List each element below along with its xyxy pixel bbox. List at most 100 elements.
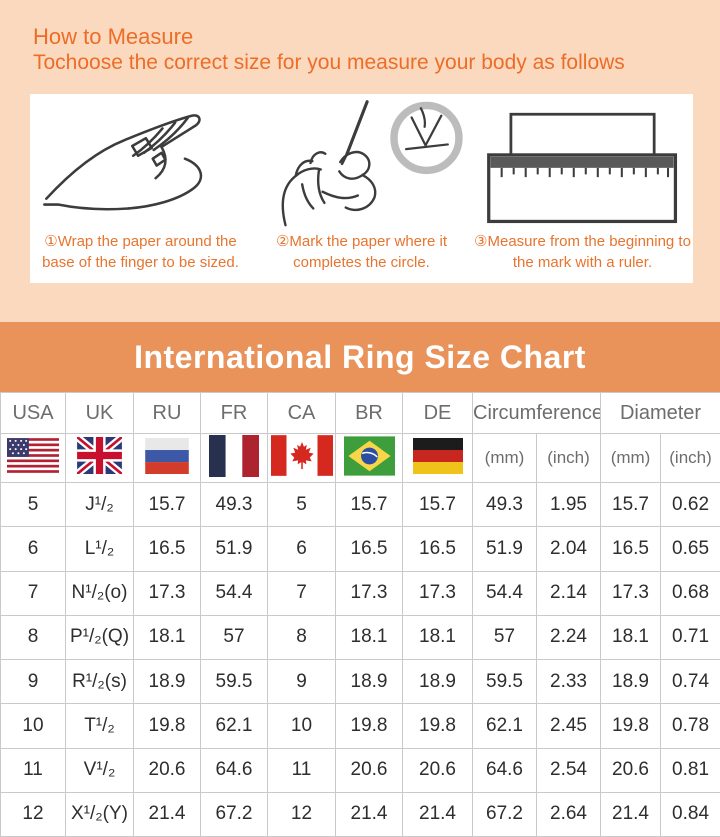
column-header-br: BR [335,392,403,434]
table-cell: 0.65 [660,526,720,572]
table-cell: 12 [267,791,336,837]
table-row: 7 N¹/₂(o) 17.3 54.4 7 17.3 17.3 54.4 2.14 17.3 0.6… [0,570,720,616]
table-row: 10 T¹/₂ 19.8 62.1 10 19.8 19.8 62.1 2.45 19.8 0.78 [0,703,720,749]
column-header-ca: CA [267,392,336,434]
table-cell: 16.5 [402,526,473,572]
table-cell: 49.3 [472,481,537,528]
step-caption: ③Measure from the beginning to the mark … [474,231,691,273]
step-caption-line2: base of the finger to be sized. [42,254,239,271]
table-cell: 0.62 [660,481,720,528]
table-cell: 54.4 [472,570,537,616]
table-cell: 10 [267,703,336,749]
subheader-circumference-inch: (inch) [535,433,602,483]
table-cell: 64.6 [472,747,537,793]
table-cell: 11 [0,747,66,793]
step-mark-paper: ②Mark the paper where it completes the c… [251,94,472,283]
table-cell: 10 [0,703,66,749]
table-cell: 7 [0,570,66,616]
table-cell: 17.3 [402,570,473,616]
chart-banner: International Ring Size Chart [0,322,720,392]
table-cell: 18.9 [600,658,662,705]
table-cell: 6 [267,526,336,572]
section-title: How to Measure [33,24,194,49]
step-caption-line1: ③Measure from the beginning to [474,233,691,250]
table-cell: 18.1 [133,614,201,661]
flag-usa-icon [7,438,59,473]
table-cell: 16.5 [335,526,403,572]
table-cell: 17.3 [600,570,662,616]
table-row: 11 V¹/₂ 20.6 64.6 11 20.6 20.6 64.6 2.54 20.6 0.81 [0,747,720,793]
table-cell: 6 [0,526,66,572]
table-cell: 20.6 [133,747,201,793]
table-cell: 19.8 [133,703,201,749]
table-cell: 62.1 [200,703,268,749]
table-cell: 54.4 [200,570,268,616]
table-cell: 59.5 [200,658,268,705]
table-cell: 5 [0,481,66,528]
table-cell: 19.8 [600,703,662,749]
table-cell: 51.9 [200,526,268,572]
table-cell: 2.64 [535,791,602,837]
column-header-uk: UK [65,392,134,434]
table-cell: 64.6 [200,747,268,793]
table-cell: 18.1 [402,614,473,661]
table-cell: 20.6 [335,747,403,793]
table-cell: L¹/₂ [65,526,134,572]
table-cell: 0.81 [660,747,720,793]
subheader-diameter-mm: (mm) [600,433,662,483]
table-cell: 2.04 [535,526,602,572]
table-cell: 8 [0,614,66,661]
table-cell: 16.5 [133,526,201,572]
table-cell: 17.3 [133,570,201,616]
step-caption-line1: ②Mark the paper where it [275,233,448,250]
table-row: 5 J¹/₂ 15.7 49.3 5 15.7 15.7 49.3 1.95 15.7 0.62 [0,481,720,528]
step-caption: ①Wrap the paper around the base of the f… [42,231,239,273]
ruler-illustration [481,99,685,227]
table-cell: 2.24 [535,614,602,661]
column-header-fr: FR [200,392,268,434]
table-cell: 12 [0,791,66,837]
table-cell: 51.9 [472,526,537,572]
table-cell: 16.5 [600,526,662,572]
table-cell: 49.3 [200,481,268,528]
table-row: 9 R¹/₂(s) 18.9 59.5 9 18.9 18.9 59.5 2.33 18.9 0.7… [0,658,720,705]
table-flag-row: (mm) (inch) (mm) (inch) [0,433,720,483]
table-row: 12 X¹/₂(Y) 21.4 67.2 12 21.4 21.4 67.2 2.64 21.4 0… [0,791,720,837]
table-cell: 21.4 [600,791,662,837]
table-cell: 0.74 [660,658,720,705]
table-cell: 19.8 [402,703,473,749]
table-cell: 15.7 [402,481,473,528]
table-header-row: USA UK RU FR CA BR DE Circumference Diam… [0,392,720,434]
table-cell: 15.7 [133,481,201,528]
table-cell: 2.54 [535,747,602,793]
table-cell: V¹/₂ [65,747,134,793]
table-cell: 20.6 [402,747,473,793]
table-cell: 57 [200,614,268,661]
flag-germany-icon [412,437,463,474]
table-cell: N¹/₂(o) [65,570,134,616]
flag-uk-icon [77,437,122,474]
chart-banner-title: International Ring Size Chart [134,338,586,375]
flag-france-icon [209,434,259,477]
hand-wrap-illustration [37,99,245,227]
table-cell: 20.6 [600,747,662,793]
table-row: 8 P¹/₂(Q) 18.1 57 8 18.1 18.1 57 2.24 18.1 0.71 [0,614,720,661]
table-cell: 59.5 [472,658,537,705]
table-cell: 2.33 [535,658,602,705]
column-header-diameter: Diameter [600,392,720,434]
table-cell: 0.71 [660,614,720,661]
table-cell: 5 [267,481,336,528]
table-row: 6 L¹/₂ 16.5 51.9 6 16.5 16.5 51.9 2.04 16.5 0.65 [0,526,720,572]
column-header-de: DE [402,392,473,434]
table-cell: 2.45 [535,703,602,749]
table-cell: 15.7 [335,481,403,528]
table-cell: 67.2 [472,791,537,837]
table-cell: 0.78 [660,703,720,749]
column-header-ru: RU [133,392,201,434]
table-cell: 62.1 [472,703,537,749]
step-wrap-paper: ①Wrap the paper around the base of the f… [30,94,251,283]
ring-size-table: USA UK RU FR CA BR DE Circumference Diam… [0,392,720,837]
table-cell: 18.9 [402,658,473,705]
table-cell: 11 [267,747,336,793]
